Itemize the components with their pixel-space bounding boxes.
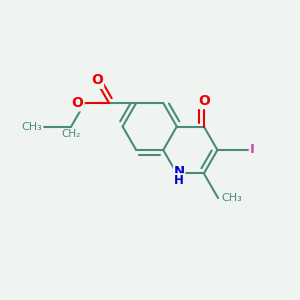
Text: I: I [250, 143, 255, 157]
Text: O: O [91, 74, 103, 88]
Text: CH₃: CH₃ [22, 122, 43, 131]
Text: CH₃: CH₃ [221, 193, 242, 203]
Text: H: H [174, 174, 184, 187]
Text: O: O [198, 94, 210, 108]
Text: O: O [71, 96, 83, 110]
Text: CH₂: CH₂ [61, 130, 81, 140]
Text: N: N [174, 166, 185, 178]
